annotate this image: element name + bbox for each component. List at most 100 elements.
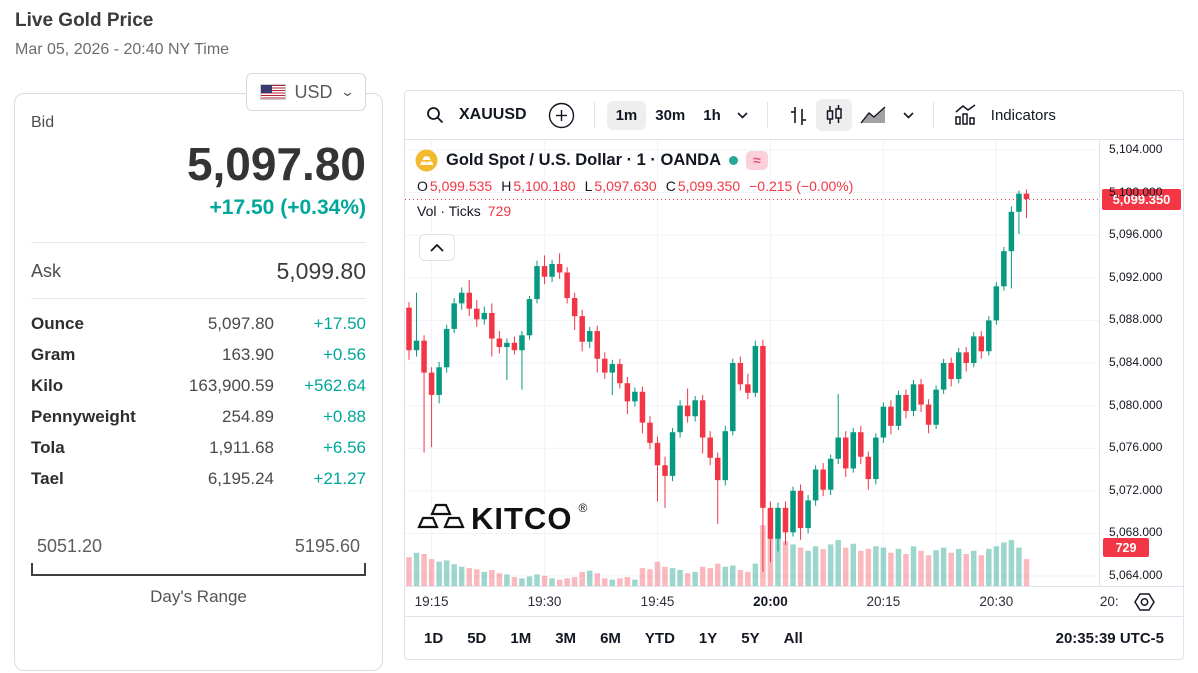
time-tick-label: 20:30 [979,594,1014,609]
timeframe-30m-button[interactable]: 30m [655,106,686,124]
range-bracket [31,563,366,577]
price-axis[interactable]: 5,099.350 729 5,104.000 5,100.000 5,096.00… [1099,140,1183,586]
time-tick-label: 19:15 [414,594,449,609]
table-row: Tola 1,911.68 +6.56 [31,432,366,463]
range-all-button[interactable]: All [783,629,803,647]
low-value: 5,097.630 [594,178,657,194]
time-tick-label: 20:15 [866,594,901,609]
symbol-header[interactable]: Gold Spot / U.S. Dollar · 1 · OANDA ≈ [415,149,768,172]
time-tick-label: 20:00 [753,594,788,609]
close-value: 5,099.350 [677,178,741,194]
table-row: Gram 163.90 +0.56 [31,339,366,370]
range-buttons: 1D 5D 1M 3M 6M YTD 1Y 5Y All [424,630,803,647]
price-tick-label: 5,068.000 [1109,525,1163,540]
price-tick-label: 5,088.000 [1109,312,1163,327]
kitco-logo: KITCO ® [417,501,588,534]
us-flag-icon [259,84,286,100]
search-icon[interactable] [419,101,451,129]
toolbar-separator [932,102,934,128]
candlestick-chart[interactable] [405,140,1099,586]
range-1m-button[interactable]: 1M [510,629,532,647]
time-axis[interactable]: 19:15 19:30 19:45 20:00 20:15 20:30 20: [405,586,1183,616]
range-1y-button[interactable]: 1Y [698,629,718,647]
timeframe-1h-button[interactable]: 1h [703,106,721,124]
range-ytd-button[interactable]: YTD [644,629,675,647]
range-6m-button[interactable]: 6M [600,629,621,647]
unit-value: 254.89 [222,406,274,426]
chart-bottom-bar: 1D 5D 1M 3M 6M YTD 1Y 5Y All 20:35:39 UT… [405,616,1183,659]
chevron-down-icon: ⌄ [339,84,355,99]
price-tick-label: 5,084.000 [1109,355,1163,369]
candles-style-icon[interactable] [815,99,852,131]
timeframe-1m-button[interactable]: 1m [606,100,647,130]
price-tick-label: 5,076.000 [1109,440,1163,455]
unit-change: +21.27 [313,468,366,488]
style-menu-chevron-icon[interactable] [896,107,921,124]
indicators-icon[interactable] [946,99,984,131]
approx-data-badge[interactable]: ≈ [746,151,768,170]
symbol-title[interactable]: Gold Spot / U.S. Dollar · 1 · OANDA [446,151,722,169]
range-5y-button[interactable]: 5Y [741,629,760,647]
high-value: 5,100.180 [513,178,576,194]
price-tick-label: 5,072.000 [1109,482,1163,497]
chart-clock: 20:35:39 UTC-5 [1055,629,1164,647]
table-row: Tael 6,195.24 +21.27 [31,463,366,494]
range-3m-button[interactable]: 3M [555,629,577,647]
unit-label: Tael [31,468,64,488]
unit-value: 5,097.80 [207,313,274,333]
close-label: C [665,178,676,194]
ask-row: Ask 5,099.80 [31,243,366,298]
range-5d-button[interactable]: 5D [467,629,487,647]
area-style-icon[interactable] [852,99,896,131]
range-high: 5195.60 [294,536,360,557]
time-tick-label: 19:30 [527,594,562,609]
price-tick-label: 5,104.000 [1109,142,1163,156]
bars-style-icon[interactable] [780,99,816,131]
page-title: Live Gold Price [15,10,154,31]
table-row: Kilo 163,900.59 +562.64 [31,370,366,401]
bid-change: +17.50 (+0.34%) [209,196,366,220]
currency-selector[interactable]: USD ⌄ [246,73,366,111]
unit-change: +0.56 [322,344,366,364]
ask-price: 5,099.80 [276,258,366,285]
unit-label: Pennyweight [31,406,136,426]
bid-label: Bid [31,114,55,131]
change-value: −0.215 (−0.00%) [749,178,854,194]
toolbar-separator [593,102,595,128]
symbol-search-button[interactable]: XAUUSD [459,106,527,123]
registered-mark: ® [578,501,588,515]
timeframe-menu-chevron-icon[interactable] [730,107,755,124]
volume-badge: 729 [1103,538,1149,557]
range-low: 5051.20 [37,536,103,557]
unit-change: +0.88 [322,406,366,426]
gold-spot-icon [415,149,438,172]
unit-value: 1,911.68 [209,437,274,457]
compare-add-icon[interactable] [541,97,582,134]
volume-value: 729 [487,203,512,219]
time-tick-label: 20: [1099,594,1119,609]
unit-value: 163,900.59 [188,375,274,395]
time-tick-label: 19:45 [640,594,675,609]
toolbar-separator [766,102,768,128]
chevron-up-icon [430,243,444,252]
quote-card: Bid 5,097.80 +17.50 (+0.34%) Ask 5,099.8… [14,93,383,671]
price-tick-label: 5,064.000 [1109,568,1163,582]
price-tick-label: 5,080.000 [1109,397,1163,412]
range-label: Day's Range [150,587,247,607]
unit-change: +562.64 [304,375,366,395]
open-value: 5,099.535 [429,178,493,194]
low-label: L [584,178,593,194]
hexagon-settings-icon[interactable] [1132,590,1157,616]
ask-label: Ask [31,261,62,282]
table-row: Pennyweight 254.89 +0.88 [31,401,366,432]
indicators-button[interactable]: Indicators [990,106,1056,124]
range-1d-button[interactable]: 1D [424,629,444,647]
market-status-dot-icon [729,156,739,165]
bid-price: 5,097.80 [186,138,366,190]
volume-row: Vol · Ticks 729 [417,203,511,219]
page-datetime: Mar 05, 2026 - 20:40 NY Time [15,41,230,58]
collapse-header-button[interactable] [419,234,455,261]
price-tick-label: 5,096.000 [1109,227,1163,242]
